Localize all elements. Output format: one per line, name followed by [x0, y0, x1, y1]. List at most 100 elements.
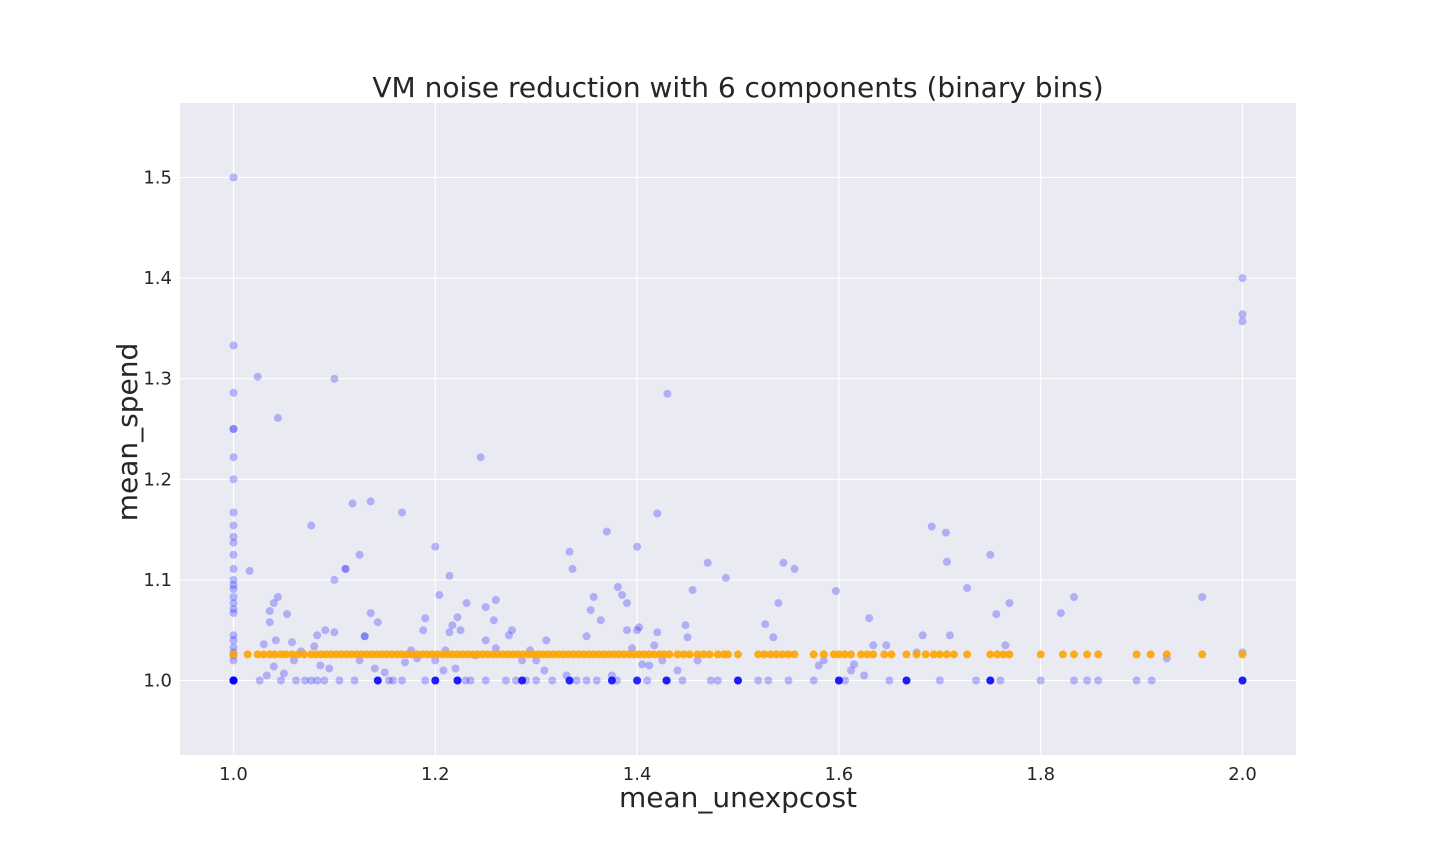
data-point: [582, 676, 591, 685]
data-point: [1036, 676, 1045, 685]
data-point: [245, 566, 254, 575]
data-point: [882, 641, 891, 650]
y-tick-label: 1.0: [143, 671, 172, 692]
data-point: [847, 666, 855, 675]
data-point: [623, 599, 631, 608]
data-point: [271, 636, 280, 645]
data-point: [373, 618, 382, 627]
data-point: [292, 676, 300, 685]
data-point: [902, 676, 911, 685]
data-point: [435, 591, 444, 599]
data-point: [360, 632, 369, 641]
x-tick-labels: 1.0 1.2 1.4 1.6 1.8 2.0: [219, 764, 1257, 785]
data-point: [262, 671, 271, 680]
data-point: [996, 676, 1005, 685]
y-axis-label: mean_spend: [111, 343, 144, 522]
data-point: [814, 661, 823, 670]
data-point: [229, 532, 238, 541]
data-point: [949, 650, 958, 659]
data-point: [421, 676, 430, 685]
data-point: [229, 581, 238, 589]
data-point: [683, 633, 692, 642]
data-point: [504, 631, 513, 640]
data-point: [229, 656, 238, 665]
data-point: [834, 650, 843, 659]
data-point: [445, 628, 454, 637]
data-point: [307, 521, 316, 530]
data-point: [453, 676, 462, 685]
data-point: [259, 640, 268, 649]
data-point: [972, 676, 981, 685]
series-1: [229, 650, 1247, 659]
data-point: [259, 650, 268, 659]
data-point: [582, 632, 591, 641]
data-point: [945, 631, 954, 640]
data-point: [633, 542, 642, 551]
data-point: [986, 550, 995, 559]
data-point: [572, 676, 581, 685]
data-point: [384, 676, 393, 685]
data-point: [512, 676, 520, 685]
data-point: [330, 575, 339, 584]
data-point: [542, 636, 551, 645]
data-point: [1198, 593, 1207, 601]
x-tick-label: 1.2: [421, 764, 450, 785]
data-point: [1146, 650, 1155, 659]
data-point: [929, 650, 938, 659]
data-point: [229, 609, 238, 618]
x-tick-label: 1.0: [219, 764, 248, 785]
data-point: [1036, 650, 1045, 659]
y-tick-label: 1.3: [143, 369, 172, 390]
data-point: [857, 650, 866, 659]
data-point: [1238, 650, 1247, 659]
data-point: [279, 669, 288, 678]
data-point: [229, 521, 238, 530]
data-point: [772, 650, 781, 659]
data-point: [310, 642, 319, 651]
data-point: [699, 650, 708, 659]
data-point: [330, 374, 339, 383]
x-axis-label: mean_unexpcost: [619, 781, 857, 814]
data-point: [1058, 650, 1067, 659]
data-point: [518, 656, 527, 665]
data-point: [613, 583, 622, 591]
data-point: [650, 641, 659, 650]
data-point: [880, 650, 889, 659]
data-point: [1005, 599, 1014, 608]
y-tick-label: 1.2: [143, 469, 172, 490]
data-point: [628, 644, 637, 653]
data-point: [462, 599, 471, 608]
data-point: [992, 610, 1001, 619]
data-point: [398, 508, 406, 517]
data-point: [341, 564, 350, 573]
data-point: [688, 586, 697, 594]
data-point: [986, 650, 995, 659]
data-point: [607, 676, 616, 685]
data-point: [1070, 593, 1078, 601]
x-gridlines: [232, 103, 1244, 755]
data-point: [335, 676, 344, 685]
data-point: [481, 603, 490, 612]
data-point: [942, 650, 951, 659]
data-point: [860, 671, 869, 680]
data-point: [673, 666, 682, 675]
data-point: [638, 660, 647, 669]
data-point: [489, 616, 498, 625]
data-point: [850, 660, 858, 669]
data-point: [927, 522, 936, 531]
data-point: [229, 593, 238, 601]
data-point: [288, 650, 296, 659]
data-point: [589, 593, 598, 601]
data-point: [1132, 676, 1141, 685]
data-point: [448, 621, 457, 630]
data-point: [963, 650, 972, 659]
data-point: [784, 650, 793, 659]
data-point: [912, 650, 921, 659]
data-point: [320, 676, 329, 685]
data-point: [401, 658, 409, 667]
data-point: [540, 666, 549, 675]
data-point: [491, 644, 500, 653]
data-point: [532, 676, 541, 685]
data-point: [307, 676, 316, 685]
